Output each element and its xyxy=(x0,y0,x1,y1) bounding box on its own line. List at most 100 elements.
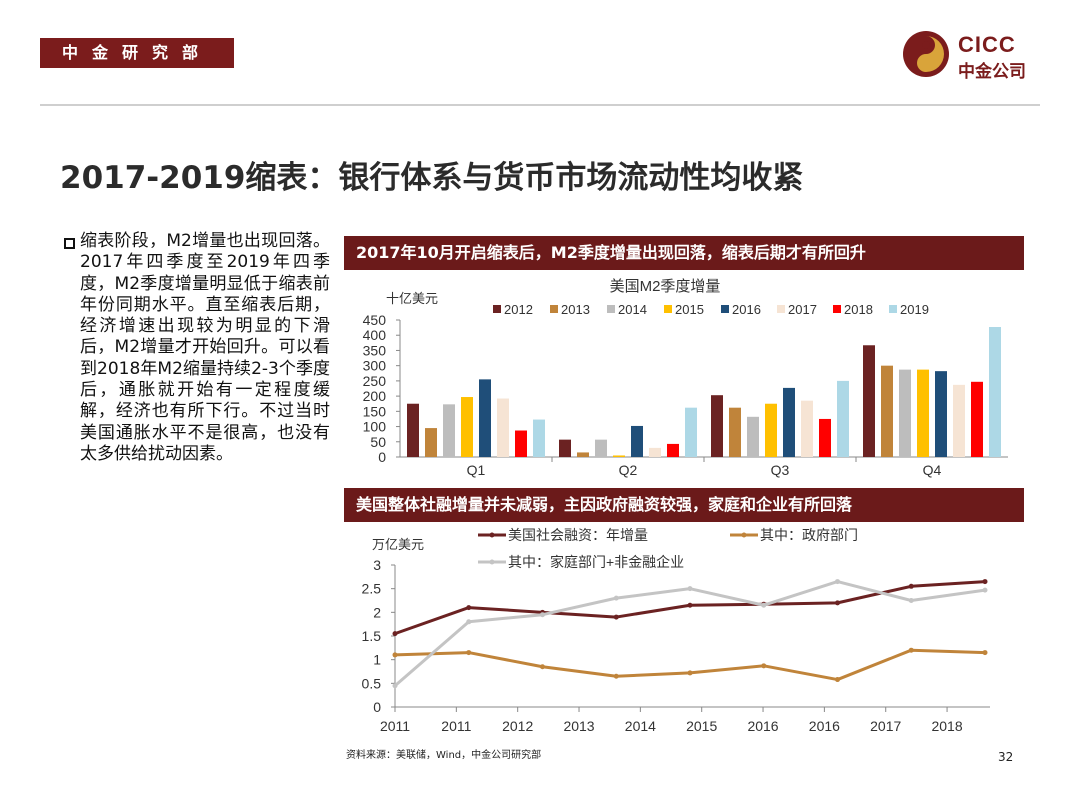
chart1-bar-2014-Q2 xyxy=(595,439,607,457)
chart1-y-tick-label: 50 xyxy=(370,434,386,450)
cicc-logo: CICC 中金公司 xyxy=(898,30,1048,82)
chart1-x-label-Q1: Q1 xyxy=(467,462,486,478)
chart2-x-label: 2013 xyxy=(563,718,594,734)
logo-text-en: CICC xyxy=(958,32,1016,57)
chart1-bar-2018-Q4 xyxy=(971,381,983,457)
chart1-legend-swatch-2014 xyxy=(607,305,615,313)
chart1-bar-2016-Q2 xyxy=(631,425,643,457)
chart1-bar-2018-Q3 xyxy=(819,418,831,457)
chart2-x-label: 2016 xyxy=(747,718,778,734)
chart2-y-tick-label: 1.5 xyxy=(362,628,382,644)
chart1-legend-label-2012: 2012 xyxy=(504,302,533,317)
chart2-point-2-0 xyxy=(392,683,398,689)
chart2-point-1-1 xyxy=(466,650,472,656)
chart1-bar-2019-Q2 xyxy=(685,407,697,457)
chart1-bar-2014-Q3 xyxy=(747,416,759,457)
chart2-point-2-1 xyxy=(466,619,472,625)
chart1-bar-2013-Q2 xyxy=(577,452,589,457)
chart2-y-tick-label: 0.5 xyxy=(362,675,382,691)
chart2-point-0-3 xyxy=(613,614,619,620)
chart1-legend-label-2014: 2014 xyxy=(618,302,647,317)
source-note: 资料来源：美联储，Wind，中金公司研究部 xyxy=(346,750,542,761)
chart1-x-label-Q2: Q2 xyxy=(619,462,638,478)
department-badge: 中金研究部 xyxy=(40,38,234,68)
chart2-x-label: 2014 xyxy=(625,718,656,734)
chart2-point-1-5 xyxy=(761,663,767,669)
chart1-title: 美国M2季度增量 xyxy=(610,278,721,295)
chart2-point-0-0 xyxy=(392,631,398,637)
chart1-legend-swatch-2015 xyxy=(664,305,672,313)
chart2-point-1-7 xyxy=(908,647,914,653)
chart2-ylabel: 万亿美元 xyxy=(372,537,424,552)
chart2-point-1-0 xyxy=(392,652,398,658)
chart2-point-0-6 xyxy=(835,600,840,606)
chart1-bar-2014-Q4 xyxy=(899,369,911,457)
chart1-legend-swatch-2013 xyxy=(550,305,558,313)
chart1-legend-label-2016: 2016 xyxy=(732,302,761,317)
chart2-x-label: 2011 xyxy=(441,718,471,734)
chart1-bar-2012-Q4 xyxy=(863,345,875,457)
chart1-legend-label-2015: 2015 xyxy=(675,302,704,317)
chart1-y-tick-label: 200 xyxy=(363,388,387,404)
header-divider xyxy=(40,104,1040,106)
page-title: 2017-2019缩表：银行体系与货币市场流动性均收紧 xyxy=(60,160,804,196)
chart1-bar-2013-Q1 xyxy=(425,428,437,457)
chart1-bar-2016-Q3 xyxy=(783,387,795,457)
chart2-y-tick-label: 0 xyxy=(373,699,381,715)
page-number: 32 xyxy=(998,750,1014,764)
chart2-point-2-4 xyxy=(687,586,693,592)
chart1-bar-2015-Q2 xyxy=(613,455,625,457)
chart2-point-0-8 xyxy=(982,579,988,585)
chart1-bar-2017-Q3 xyxy=(801,400,813,457)
chart2-x-label: 2015 xyxy=(686,718,717,734)
chart1-legend-swatch-2017 xyxy=(777,305,785,313)
chart2-legend-label-1: 其中：政府部门 xyxy=(760,527,858,543)
chart1-legend-label-2013: 2013 xyxy=(561,302,590,317)
chart1-ylabel: 十亿美元 xyxy=(386,291,438,306)
chart1-legend-swatch-2012 xyxy=(493,305,501,313)
chart2-x-label: 2012 xyxy=(502,718,533,734)
chart2-y-tick-label: 2.5 xyxy=(362,581,382,597)
chart2-point-2-3 xyxy=(613,595,619,601)
chart2-legend-marker-1 xyxy=(741,532,747,538)
chart1-bar-2013-Q4 xyxy=(881,365,893,457)
chart2-banner: 美国整体社融增量并未减弱，主因政府融资较强，家庭和企业有所回落 xyxy=(344,488,1024,522)
chart1-bar-2019-Q3 xyxy=(837,380,849,457)
cicc-logo-icon xyxy=(903,31,949,77)
chart1-legend-swatch-2018 xyxy=(833,305,841,313)
chart2-series-line-2 xyxy=(394,580,986,687)
chart1-banner: 2017年10月开启缩表后，M2季度增量出现回落，缩表后期才有所回升 xyxy=(344,236,1024,270)
chart1-bar-2016-Q4 xyxy=(935,371,947,457)
chart2-point-2-8 xyxy=(982,587,988,593)
bullet-square-icon xyxy=(64,238,75,249)
chart1-bar-2017-Q1 xyxy=(497,398,509,457)
chart2-point-0-7 xyxy=(908,583,914,589)
chart1-bar-2015-Q1 xyxy=(461,397,473,457)
chart1-bar-2017-Q4 xyxy=(953,384,965,457)
chart1-y-tick-label: 150 xyxy=(363,403,387,419)
chart2-legend-marker-0 xyxy=(489,532,495,538)
chart1-bar-2012-Q2 xyxy=(559,439,571,457)
chart1-y-tick-label: 300 xyxy=(363,358,387,374)
chart1-y-tick-label: 0 xyxy=(378,449,386,465)
chart1-bar-2019-Q1 xyxy=(533,419,545,457)
body-paragraph: 缩表阶段，M2增量也出现回落。2017年四季度至2019年四季度，M2季度增量明… xyxy=(80,231,330,464)
chart2-point-2-5 xyxy=(761,602,767,608)
chart2-point-2-6 xyxy=(835,579,840,585)
chart1-legend-label-2018: 2018 xyxy=(844,302,873,317)
chart2-point-1-2 xyxy=(540,664,545,670)
chart2-point-1-3 xyxy=(613,673,619,679)
chart1-bar-2012-Q3 xyxy=(711,395,723,457)
chart1-legend-swatch-2016 xyxy=(721,305,729,313)
chart1-y-tick-label: 250 xyxy=(363,373,387,389)
chart2-legend-label-2: 其中：家庭部门+非金融企业 xyxy=(508,554,684,570)
chart1-bar-2014-Q1 xyxy=(443,404,455,457)
chart1-y-tick-label: 450 xyxy=(363,312,387,328)
chart2-point-1-8 xyxy=(982,650,988,656)
chart1-bar-2019-Q4 xyxy=(989,327,1001,457)
chart2-point-0-4 xyxy=(687,602,693,608)
chart1-y-tick-label: 350 xyxy=(363,342,387,358)
chart1-bar-2012-Q1 xyxy=(407,403,419,457)
chart1-legend-swatch-2019 xyxy=(889,305,897,313)
